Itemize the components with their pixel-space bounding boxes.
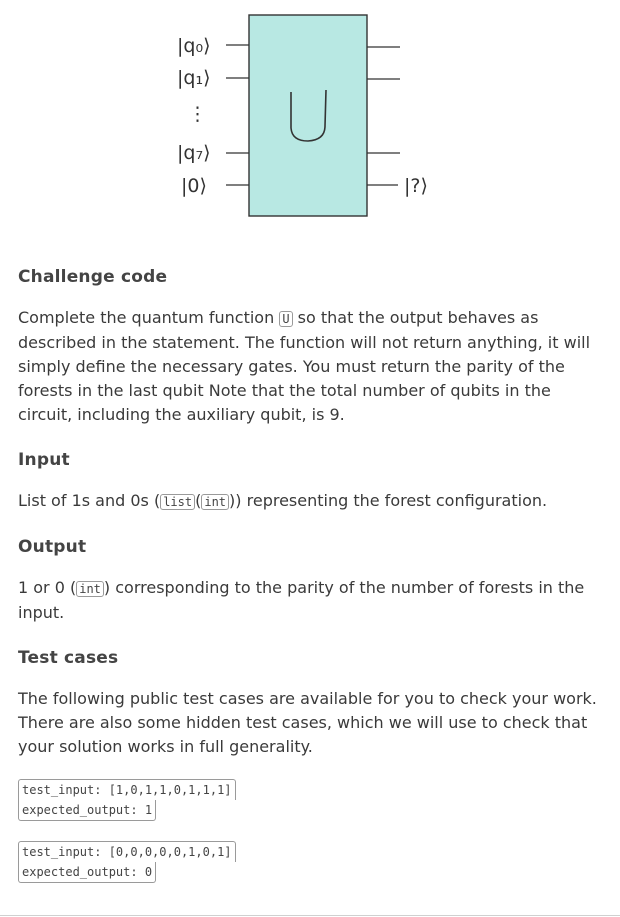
input-label-aux: |0⟩ (181, 175, 207, 197)
test-case-2: test_input: [0,0,0,0,0,1,0,1] expected_o… (18, 841, 598, 883)
input-ellipsis: ⋮ (188, 103, 207, 125)
input-text-before: List of 1s and 0s ( (18, 491, 161, 510)
code-u: U (279, 311, 293, 327)
test-case-2-input: test_input: [0,0,0,0,0,1,0,1] (18, 841, 236, 862)
challenge-code-text-after: so that the output behaves as described … (18, 308, 591, 424)
input-label-q1: |q₁⟩ (177, 67, 211, 89)
test-case-1: test_input: [1,0,1,1,0,1,1,1] expected_o… (18, 779, 598, 821)
output-text-before: 1 or 0 ( (18, 578, 77, 597)
input-text-after: )) representing the forest configuration… (229, 491, 548, 510)
output-heading: Output (18, 537, 87, 557)
gate-box (248, 14, 368, 217)
code-list: list (160, 494, 196, 510)
statement-content: Challenge code Complete the quantum func… (18, 262, 598, 883)
code-int-input: int (201, 494, 230, 510)
output-paragraph: 1 or 0 (int) corresponding to the parity… (18, 576, 598, 625)
input-paragraph: List of 1s and 0s (list(int)) representi… (18, 489, 598, 514)
test-case-2-output: expected_output: 0 (18, 862, 157, 883)
challenge-code-heading: Challenge code (18, 267, 168, 287)
input-heading: Input (18, 450, 70, 470)
output-text-after: ) corresponding to the parity of the num… (18, 578, 585, 622)
input-label-q0: |q₀⟩ (177, 35, 211, 57)
challenge-code-text-before: Complete the quantum function (18, 308, 280, 327)
test-case-1-input: test_input: [1,0,1,1,0,1,1,1] (18, 779, 236, 800)
bottom-divider (0, 915, 620, 916)
test-case-2-block: test_input: [0,0,0,0,0,1,0,1] expected_o… (18, 841, 236, 883)
code-int-output: int (76, 581, 104, 597)
test-case-1-output: expected_output: 1 (18, 800, 157, 821)
test-cases-paragraph: The following public test cases are avai… (18, 689, 597, 756)
output-label: |?⟩ (404, 175, 428, 197)
input-sep: ( (195, 491, 202, 510)
circuit-diagram: |q₀⟩ |q₁⟩ ⋮ |q₇⟩ |0⟩ |?⟩ (0, 0, 620, 230)
circuit-svg: |q₀⟩ |q₁⟩ ⋮ |q₇⟩ |0⟩ |?⟩ (177, 14, 428, 217)
input-label-q7: |q₇⟩ (177, 142, 211, 164)
test-case-1-block: test_input: [1,0,1,1,0,1,1,1] expected_o… (18, 779, 236, 821)
gate-u-glyph (290, 89, 327, 142)
challenge-code-paragraph: Complete the quantum function U so that … (18, 306, 598, 427)
test-cases-heading: Test cases (18, 648, 119, 668)
